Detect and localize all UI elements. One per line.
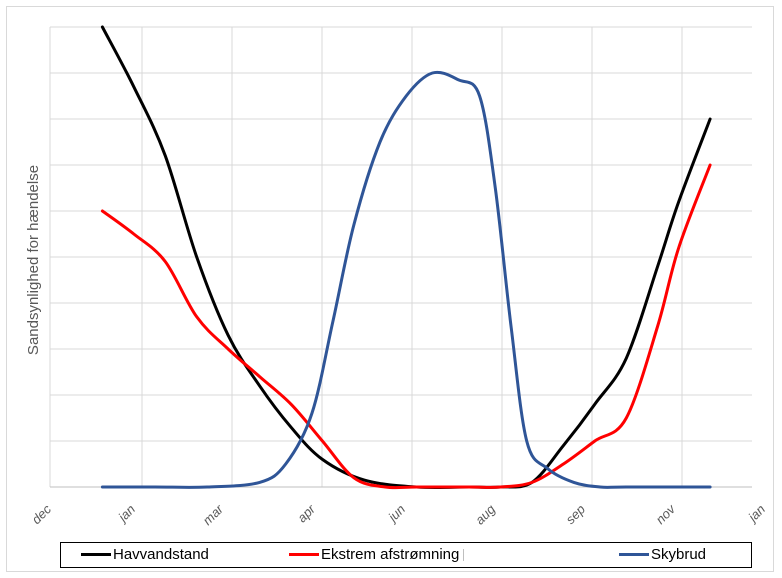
x-tick-label: jan xyxy=(114,502,138,526)
legend: Havvandstand Ekstrem afstrømning Skybrud xyxy=(60,542,752,568)
legend-label: Ekstrem afstrømning xyxy=(321,546,460,563)
x-tick-label: mar xyxy=(200,501,227,528)
legend-divider xyxy=(463,548,465,561)
chart: Sandsynlighed for hændelse dec jan mar apr j… xyxy=(25,25,768,528)
legend-item-havvandstand: Havvandstand xyxy=(81,546,209,563)
x-tick-labels: dec jan mar apr jun aug sep nov jan xyxy=(29,500,768,527)
series-line-ekstrem-afstr-mning xyxy=(100,163,712,490)
x-tick-label: sep xyxy=(563,502,588,527)
x-tick-label: aug xyxy=(472,501,498,527)
y-axis-label: Sandsynlighed for hændelse xyxy=(25,165,42,355)
legend-label: Havvandstand xyxy=(113,546,209,563)
x-tick-label: apr xyxy=(294,501,318,525)
legend-item-ekstrem-afstromning: Ekstrem afstrømning xyxy=(289,546,465,563)
x-tick-label: nov xyxy=(653,500,679,526)
series-lines xyxy=(100,25,712,490)
grid xyxy=(49,26,752,488)
x-tick-label: dec xyxy=(29,501,55,527)
legend-label: Skybrud xyxy=(651,546,707,563)
x-tick-label: jun xyxy=(384,502,408,526)
legend-item-skybrud: Skybrud xyxy=(619,546,706,563)
legend-swatch-blue xyxy=(619,553,649,556)
series-line-skybrud xyxy=(100,70,712,489)
chart-frame xyxy=(6,6,774,572)
legend-swatch-black xyxy=(81,553,111,556)
x-tick-label: jan xyxy=(744,502,768,526)
legend-swatch-red xyxy=(289,553,319,556)
